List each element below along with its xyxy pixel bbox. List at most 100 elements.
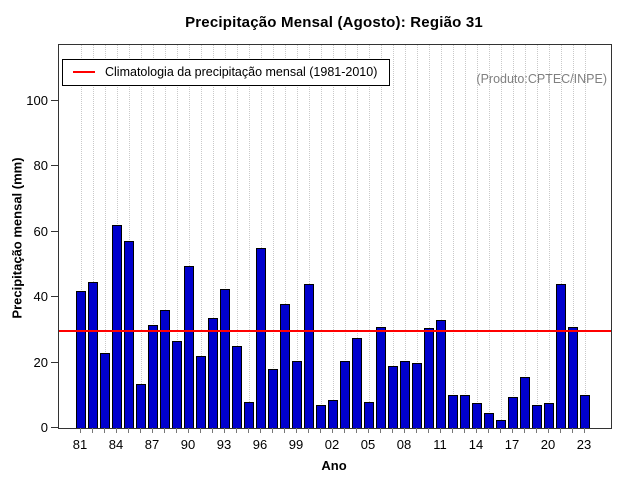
bar-1999 (292, 360, 302, 428)
x-tick-1988 (164, 428, 165, 433)
bar-1994 (232, 346, 242, 428)
gridline-2016 (501, 45, 502, 428)
gridline-1987 (153, 45, 154, 428)
bar-2009 (412, 362, 422, 428)
bar-1993 (220, 288, 230, 428)
bar-2014 (472, 403, 482, 428)
x-tick-label-2002: 02 (324, 437, 340, 452)
x-tick-label-1981: 81 (72, 437, 88, 452)
x-tick-label-2011: 11 (433, 437, 447, 452)
gridline-1993 (225, 45, 226, 428)
gridline-2004 (357, 45, 358, 428)
x-tick-1982 (92, 428, 93, 433)
bar-1992 (208, 318, 218, 428)
y-tick-60 (51, 230, 58, 232)
legend-climatology-line-swatch (73, 71, 95, 73)
x-tick-1999 (296, 428, 297, 433)
bar-1998 (280, 303, 290, 428)
y-tick-label-40: 40 (33, 289, 48, 305)
gridline-2007 (393, 45, 394, 428)
product-watermark: (Produto:CPTEC/INPE) (476, 72, 607, 86)
y-tick-label-0: 0 (40, 420, 48, 435)
bar-2015 (484, 413, 494, 428)
bar-2010 (424, 328, 434, 428)
x-tick-2003 (344, 428, 345, 433)
legend-label: Climatologia da precipitação mensal (198… (105, 65, 378, 79)
x-tick-label-2020: 20 (540, 437, 556, 452)
bar-2017 (508, 396, 518, 428)
gridline-1985 (129, 45, 130, 428)
x-tick-label-1996: 96 (252, 437, 268, 452)
x-tick-1993 (224, 428, 225, 433)
gridline-1995 (249, 45, 250, 428)
bar-2021 (556, 283, 566, 428)
gridline-2000 (309, 45, 310, 428)
gridline-2011 (441, 45, 442, 428)
bar-2016 (496, 419, 506, 428)
bar-1989 (172, 341, 182, 428)
x-tick-1994 (236, 428, 237, 433)
x-tick-1995 (248, 428, 249, 433)
gridline-2006 (381, 45, 382, 428)
x-tick-label-2014: 14 (468, 437, 484, 452)
y-tick-80 (51, 165, 58, 167)
bar-2003 (340, 360, 350, 428)
bar-2012 (448, 395, 458, 428)
gridline-1989 (177, 45, 178, 428)
bar-2002 (328, 400, 338, 428)
bar-2022 (568, 326, 578, 428)
x-tick-1985 (128, 428, 129, 433)
x-tick-1987 (152, 428, 153, 433)
x-tick-2022 (572, 428, 573, 433)
gridline-1988 (165, 45, 166, 428)
x-tick-label-1999: 99 (288, 437, 304, 452)
x-tick-2018 (524, 428, 525, 433)
bar-2001 (316, 405, 326, 428)
gridline-2021 (561, 45, 562, 428)
x-tick-2004 (356, 428, 357, 433)
bar-1983 (100, 352, 110, 428)
gridline-1998 (285, 45, 286, 428)
gridline-2001 (321, 45, 322, 428)
gridline-1981 (81, 45, 82, 428)
bar-1996 (256, 247, 266, 428)
x-tick-1997 (272, 428, 273, 433)
gridline-1994 (237, 45, 238, 428)
gridline-2017 (513, 45, 514, 428)
x-tick-2014 (476, 428, 477, 433)
x-tick-1981 (80, 428, 81, 433)
gridline-2020 (549, 45, 550, 428)
bar-1982 (88, 282, 98, 428)
bar-1986 (136, 383, 146, 428)
x-tick-label-1990: 90 (180, 437, 196, 452)
legend-box: Climatologia da precipitação mensal (198… (62, 59, 391, 86)
x-tick-2011 (440, 428, 441, 433)
x-tick-1991 (200, 428, 201, 433)
x-tick-1984 (116, 428, 117, 433)
bar-2005 (364, 401, 374, 428)
x-tick-2007 (392, 428, 393, 433)
x-tick-2002 (332, 428, 333, 433)
gridline-1982 (93, 45, 94, 428)
bar-2019 (532, 405, 542, 428)
bar-2004 (352, 337, 362, 428)
gridline-1990 (189, 45, 190, 428)
x-tick-2008 (404, 428, 405, 433)
x-tick-label-2005: 05 (360, 437, 376, 452)
y-tick-40 (51, 296, 58, 298)
gridline-2015 (489, 45, 490, 428)
x-tick-label-1993: 93 (216, 437, 232, 452)
bar-1995 (244, 401, 254, 428)
x-tick-2019 (536, 428, 537, 433)
y-tick-label-20: 20 (33, 354, 48, 370)
bar-2023 (580, 395, 590, 428)
x-tick-1986 (140, 428, 141, 433)
x-tick-1996 (260, 428, 261, 433)
x-tick-2023 (584, 428, 585, 433)
x-tick-2017 (512, 428, 513, 433)
x-tick-2016 (500, 428, 501, 433)
x-tick-2020 (548, 428, 549, 433)
bar-1991 (196, 355, 206, 428)
bar-2000 (304, 283, 314, 428)
